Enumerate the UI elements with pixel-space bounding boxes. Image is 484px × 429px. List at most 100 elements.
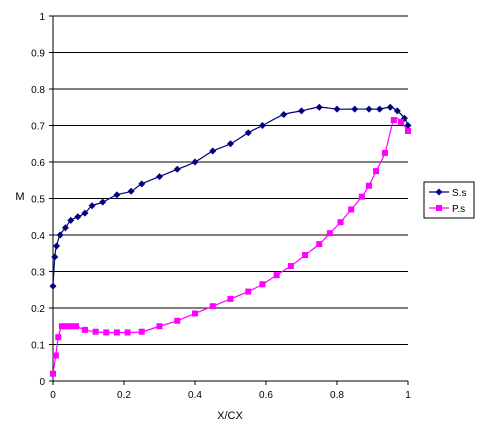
y-tick-label: 0.4 <box>31 231 45 242</box>
data-point <box>49 282 57 290</box>
data-point <box>244 129 252 137</box>
data-point <box>316 241 323 248</box>
data-point <box>56 231 64 239</box>
y-tick-label: 0.7 <box>31 122 45 133</box>
data-point <box>373 168 380 175</box>
data-point <box>381 149 388 156</box>
data-point <box>113 329 120 336</box>
data-point <box>397 118 404 125</box>
data-point <box>302 252 309 259</box>
data-point <box>61 224 69 232</box>
data-point <box>245 288 252 295</box>
legend-item: P.s <box>429 204 465 215</box>
data-point <box>258 122 266 129</box>
data-point <box>273 272 280 279</box>
data-point <box>73 323 80 330</box>
gridlines <box>49 15 408 382</box>
data-point <box>81 209 89 217</box>
x-tick-label: 0.2 <box>117 390 131 401</box>
y-tick-label: 0.8 <box>31 85 45 96</box>
series-2 <box>50 117 411 377</box>
data-point <box>103 329 110 336</box>
data-point <box>192 310 198 317</box>
data-point <box>124 329 131 336</box>
y-axis-label: M <box>15 191 24 203</box>
data-point <box>386 103 394 111</box>
data-point <box>52 352 59 359</box>
x-axis-label: X/CX <box>217 410 243 422</box>
data-point <box>113 191 121 199</box>
legend-item: S.s <box>429 188 466 199</box>
x-tick-label: 0.8 <box>330 390 344 401</box>
legend-box <box>423 181 475 219</box>
data-point <box>174 317 181 324</box>
data-point <box>405 127 411 134</box>
data-point <box>298 107 305 115</box>
x-tick-label: 0.4 <box>188 390 202 401</box>
data-point <box>173 165 181 173</box>
data-point <box>315 103 323 111</box>
data-point <box>74 213 82 221</box>
data-point <box>365 182 372 189</box>
data-point <box>99 198 107 206</box>
y-tick-label: 0.2 <box>31 304 45 315</box>
y-tick-label: 0.3 <box>31 268 45 279</box>
x-tick-labels: 0 0.2 0.4 0.6 0.8 1 <box>50 381 411 401</box>
legend-marker <box>436 205 442 211</box>
data-point <box>62 323 69 330</box>
y-tick-labels: 0 0.1 0.2 0.3 0.4 0.5 0.6 0.7 0.8 0.9 1 <box>31 12 45 388</box>
data-point <box>365 105 373 113</box>
data-point <box>53 242 61 250</box>
series-1 <box>49 103 412 290</box>
legend-label: P.s <box>452 204 465 215</box>
data-point <box>209 303 216 310</box>
data-point <box>390 117 397 124</box>
y-tick-label: 0.1 <box>31 341 45 352</box>
data-point <box>287 263 294 270</box>
y-tick-label: 0.9 <box>31 49 45 60</box>
data-point <box>259 281 266 288</box>
data-point <box>280 111 288 119</box>
data-point <box>376 105 384 113</box>
series-line <box>52 106 409 287</box>
data-point <box>156 323 163 330</box>
y-tick-label: 0.5 <box>31 195 45 206</box>
data-point <box>404 122 412 129</box>
y-tick-label: 0 <box>39 377 45 388</box>
data-point <box>127 187 135 195</box>
x-tick-label: 1 <box>405 390 411 401</box>
axes <box>52 16 408 382</box>
data-point <box>55 334 62 341</box>
y-tick-label: 1 <box>39 12 45 23</box>
data-point <box>209 147 217 155</box>
data-point <box>191 158 199 166</box>
data-point <box>138 180 146 188</box>
data-point <box>227 140 234 148</box>
data-point <box>326 230 333 237</box>
x-tick-label: 0.6 <box>259 390 273 401</box>
data-point <box>333 105 341 113</box>
data-point <box>51 253 59 261</box>
y-tick-label: 0.6 <box>31 158 45 169</box>
data-point <box>88 202 96 210</box>
legend: S.s P.s <box>423 181 475 219</box>
data-point <box>81 326 88 333</box>
data-point <box>156 173 163 181</box>
data-point <box>67 323 74 330</box>
data-point <box>348 206 355 213</box>
x-tick-label: 0 <box>50 390 56 401</box>
data-point <box>351 105 359 113</box>
legend-marker <box>435 188 443 196</box>
data-point <box>67 216 75 224</box>
data-point <box>358 193 365 200</box>
data-point <box>92 328 99 335</box>
data-point <box>227 295 234 302</box>
data-point <box>138 328 145 335</box>
data-point <box>337 219 344 226</box>
data-point <box>393 107 401 115</box>
series-group <box>49 103 412 377</box>
data-point <box>50 370 56 377</box>
data-point <box>58 323 65 330</box>
legend-label: S.s <box>452 188 466 199</box>
